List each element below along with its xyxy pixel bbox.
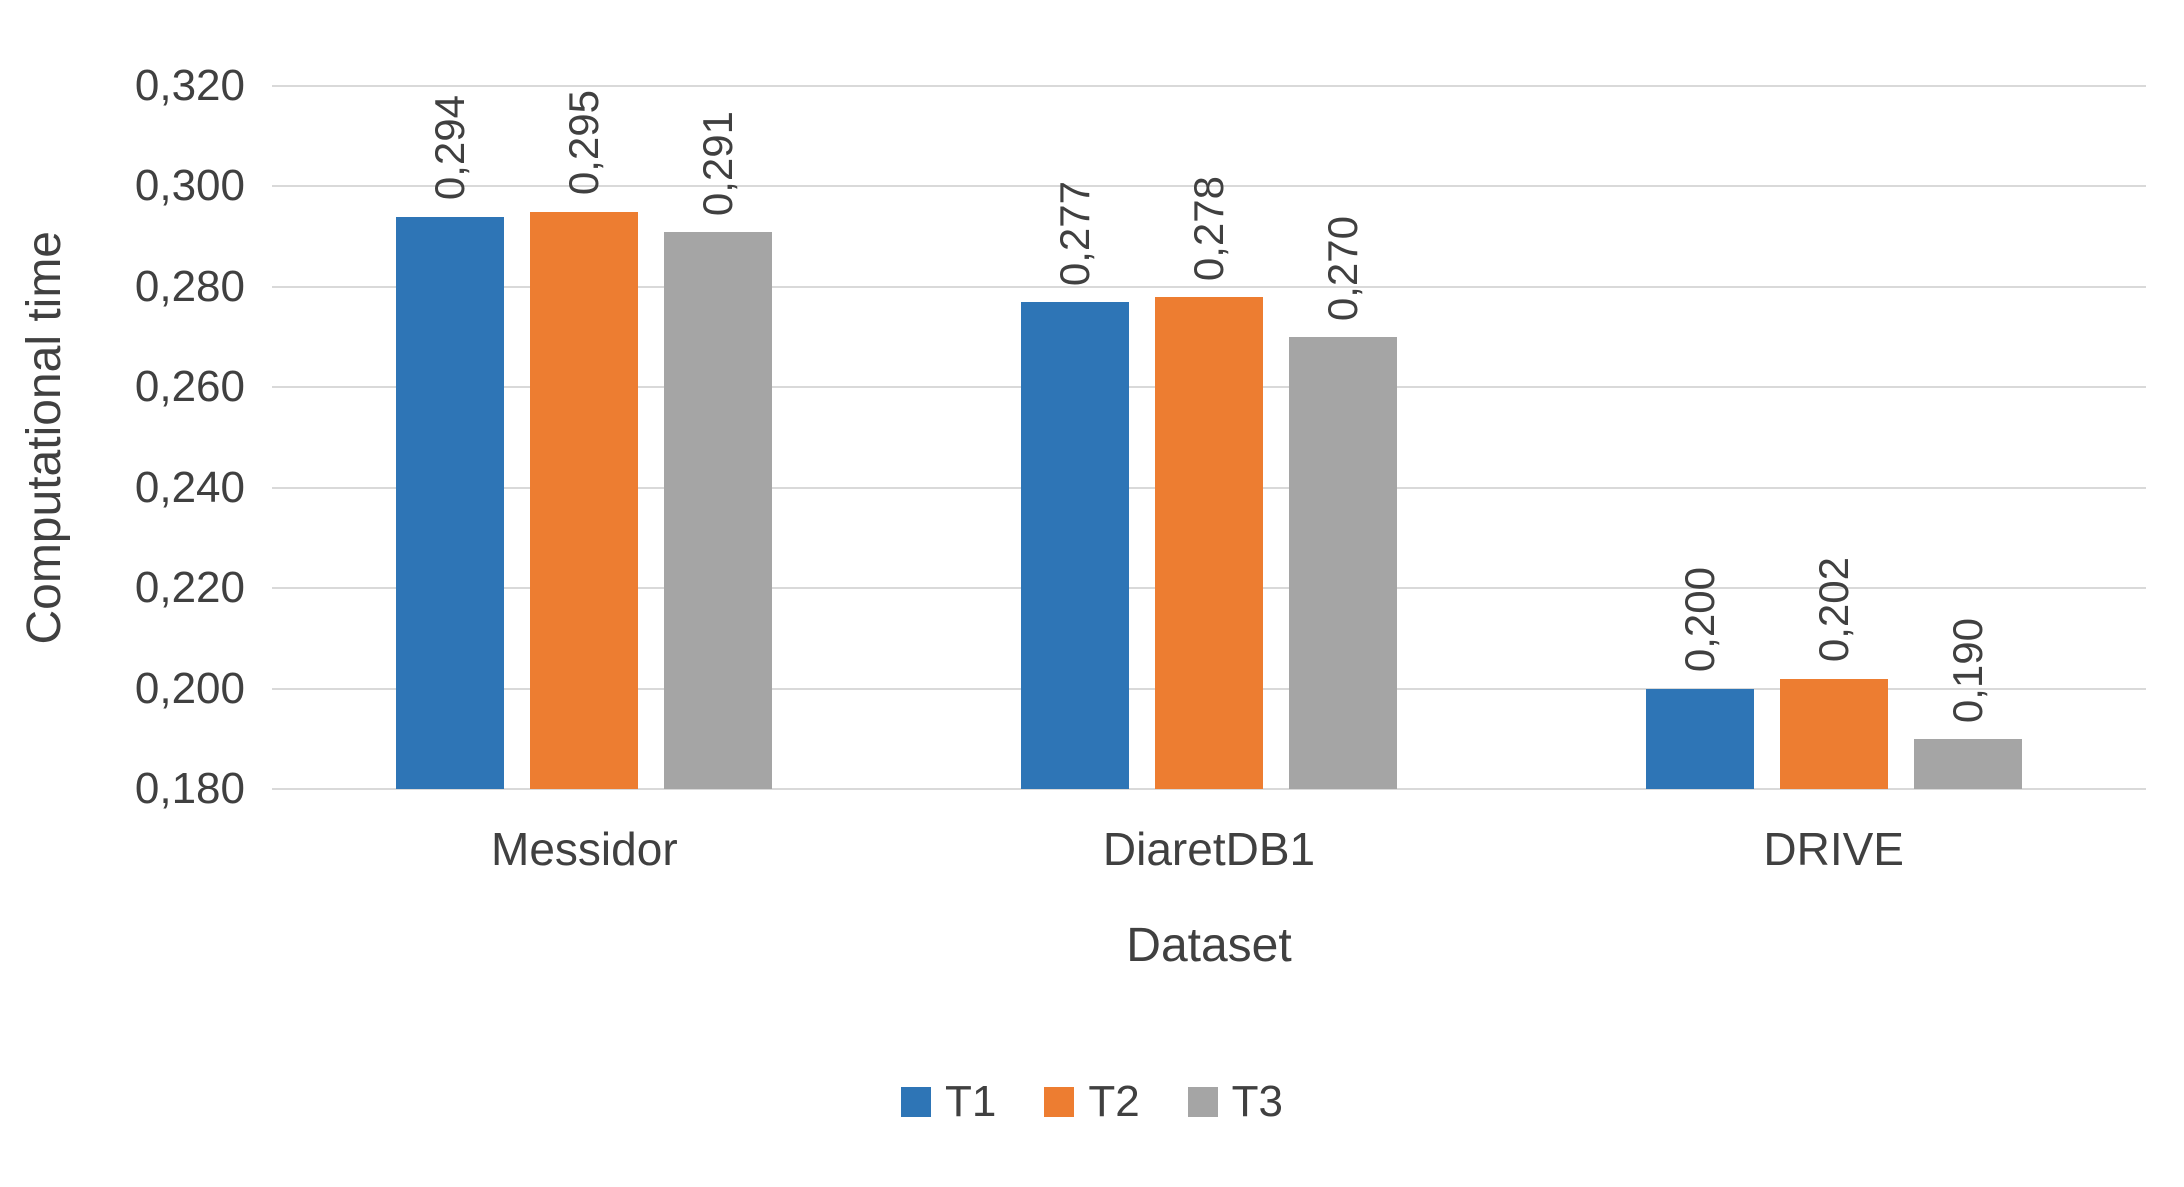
bar-value-label: 0,294 <box>426 95 474 201</box>
y-tick-label: 0,320 <box>134 61 245 110</box>
y-tick-label: 0,280 <box>134 261 245 311</box>
bar-column: 0,202 <box>1779 86 1888 789</box>
y-tick-label: 0,220 <box>134 563 245 613</box>
bar-value-label: 0,190 <box>1943 617 1991 723</box>
bar-group-messidor: 0,294 0,295 0,291 <box>272 86 897 789</box>
legend: T1 T2 T3 <box>0 1080 2184 1124</box>
y-tick-label: 0,300 <box>134 161 245 211</box>
bar-column: 0,278 <box>1155 86 1263 789</box>
y-tick-label: 0,200 <box>134 663 245 713</box>
bar-column: 0,190 <box>1913 86 2022 789</box>
legend-swatch-t3 <box>1187 1087 1218 1117</box>
gridline <box>272 788 2146 790</box>
legend-label-t1: T1 <box>944 1077 997 1126</box>
gridline <box>272 285 2146 288</box>
bar-t2-messidor <box>530 211 639 789</box>
bar-value-label: 0,277 <box>1051 180 1098 286</box>
legend-item-t1: T1 <box>900 1077 997 1126</box>
x-axis-title: Dataset <box>1126 919 1292 972</box>
category-label-drive: DRIVE <box>1763 823 1904 875</box>
category-labels: Messidor DiaretDB1 DRIVE <box>272 822 2146 876</box>
bar-column: 0,277 <box>1021 86 1129 789</box>
bar-t2-drive <box>1779 678 1888 789</box>
y-tick-label: 0,260 <box>134 362 245 412</box>
bar-value-label: 0,270 <box>1319 215 1366 322</box>
bar-column: 0,200 <box>1645 86 1754 789</box>
bar-value-label: 0,200 <box>1675 567 1723 673</box>
legend-label-t2: T2 <box>1088 1077 1140 1126</box>
bar-column: 0,291 <box>664 86 773 789</box>
bar-value-label: 0,291 <box>694 110 742 216</box>
category-label-diaretdb1: DiaretDB1 <box>1102 823 1316 875</box>
bar-value-label: 0,295 <box>560 90 608 196</box>
bar-t2-diaretdb1 <box>1155 296 1263 789</box>
category-label-messidor: Messidor <box>491 823 678 875</box>
bar-group-diaretdb1: 0,277 0,278 0,270 <box>897 86 1522 789</box>
bar-group-drive: 0,200 0,202 0,190 <box>1521 86 2146 789</box>
bar-t3-drive <box>1913 738 2022 789</box>
plot-area: 0,294 0,295 0,291 0,277 0,278 0,270 0,200 0,202… <box>272 85 2146 790</box>
bar-t1-drive <box>1645 688 1754 789</box>
gridline <box>272 85 2146 87</box>
bar-column: 0,270 <box>1289 86 1397 789</box>
bar-t1-diaretdb1 <box>1021 301 1129 789</box>
legend-label-t3: T3 <box>1231 1077 1284 1126</box>
bar-t1-messidor <box>396 216 505 789</box>
y-tick-label: 0,180 <box>134 764 245 813</box>
y-axis-tick-labels: 0,320 0,300 0,280 0,260 0,240 0,220 0,200 0,180 <box>40 64 245 811</box>
bar-t3-diaretdb1 <box>1289 337 1397 789</box>
legend-item-t2: T2 <box>1044 1077 1140 1126</box>
bar-t3-messidor <box>664 231 773 789</box>
legend-swatch-t1 <box>900 1087 931 1117</box>
bar-column: 0,294 <box>396 86 505 789</box>
gridline <box>272 185 2146 188</box>
y-tick-label: 0,240 <box>134 462 245 512</box>
bar-groups: 0,294 0,295 0,291 0,277 0,278 0,270 0,200 0,202… <box>272 86 2146 789</box>
legend-swatch-t2 <box>1044 1087 1075 1117</box>
bar-column: 0,295 <box>530 86 639 789</box>
bar-value-label: 0,278 <box>1185 175 1232 281</box>
bar-value-label: 0,202 <box>1809 557 1857 663</box>
legend-item-t3: T3 <box>1187 1077 1284 1126</box>
